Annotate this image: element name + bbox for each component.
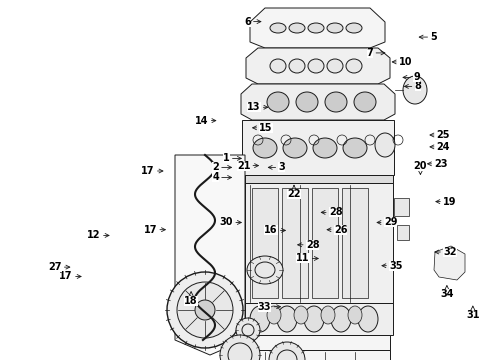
Polygon shape: [175, 155, 245, 355]
Text: 4: 4: [212, 172, 231, 183]
Polygon shape: [250, 8, 385, 48]
Text: 26: 26: [327, 225, 347, 235]
Ellipse shape: [267, 92, 289, 112]
Ellipse shape: [348, 306, 362, 324]
Text: 28: 28: [298, 240, 319, 250]
Bar: [248, 335, 390, 350]
Text: 14: 14: [195, 116, 216, 126]
Text: 24: 24: [430, 142, 450, 152]
Ellipse shape: [267, 306, 281, 324]
Bar: [245, 303, 393, 335]
Ellipse shape: [195, 300, 215, 320]
Text: 19: 19: [436, 197, 457, 207]
Ellipse shape: [270, 23, 286, 33]
Polygon shape: [246, 48, 390, 84]
Text: 2: 2: [212, 162, 231, 172]
Text: 5: 5: [419, 32, 437, 42]
Text: 7: 7: [367, 48, 385, 58]
Text: 1: 1: [223, 153, 241, 163]
Ellipse shape: [220, 335, 260, 360]
Ellipse shape: [236, 318, 260, 342]
Ellipse shape: [331, 306, 351, 332]
Ellipse shape: [346, 59, 362, 73]
Text: 30: 30: [220, 217, 241, 228]
Polygon shape: [434, 246, 465, 280]
Ellipse shape: [253, 138, 277, 158]
Bar: [245, 183, 393, 303]
Ellipse shape: [250, 306, 270, 332]
Bar: [312, 188, 338, 298]
Polygon shape: [241, 84, 395, 120]
Ellipse shape: [296, 92, 318, 112]
Text: 31: 31: [466, 306, 480, 320]
Text: 33: 33: [258, 302, 280, 312]
Text: 11: 11: [296, 253, 318, 264]
Ellipse shape: [270, 59, 286, 73]
Bar: [282, 188, 308, 298]
Ellipse shape: [247, 256, 283, 284]
Ellipse shape: [325, 92, 347, 112]
Ellipse shape: [321, 306, 335, 324]
Text: 20: 20: [414, 161, 427, 175]
Text: 27: 27: [48, 262, 70, 272]
Text: 3: 3: [269, 162, 285, 172]
Text: 35: 35: [382, 261, 403, 271]
Text: 25: 25: [430, 130, 450, 140]
Ellipse shape: [308, 23, 324, 33]
Text: 16: 16: [264, 225, 285, 235]
Text: 12: 12: [87, 230, 109, 240]
Bar: [242, 120, 394, 175]
Text: 32: 32: [435, 247, 457, 257]
Text: 21: 21: [237, 161, 258, 171]
Ellipse shape: [304, 306, 324, 332]
Ellipse shape: [269, 342, 305, 360]
Text: 28: 28: [321, 207, 343, 217]
Bar: [245, 175, 393, 183]
Ellipse shape: [313, 138, 337, 158]
Text: 17: 17: [144, 225, 165, 235]
Ellipse shape: [167, 272, 243, 348]
Ellipse shape: [327, 59, 343, 73]
Bar: [397, 225, 409, 240]
Text: 22: 22: [287, 185, 301, 199]
Bar: [394, 198, 409, 216]
Ellipse shape: [289, 23, 305, 33]
Ellipse shape: [343, 138, 367, 158]
Ellipse shape: [403, 76, 427, 104]
Text: 34: 34: [440, 285, 454, 300]
Ellipse shape: [308, 59, 324, 73]
Ellipse shape: [358, 306, 378, 332]
Text: 9: 9: [403, 72, 420, 82]
Text: 17: 17: [141, 166, 163, 176]
Text: 29: 29: [377, 217, 397, 228]
Text: 8: 8: [405, 81, 421, 91]
Text: 13: 13: [247, 102, 268, 112]
Bar: [342, 188, 368, 298]
Text: 10: 10: [392, 57, 413, 67]
Text: 6: 6: [244, 17, 261, 27]
Text: 17: 17: [59, 271, 81, 282]
Ellipse shape: [294, 306, 308, 324]
Text: 15: 15: [253, 123, 273, 133]
Bar: [252, 188, 278, 298]
Text: 18: 18: [184, 292, 198, 306]
Ellipse shape: [177, 282, 233, 338]
Ellipse shape: [346, 23, 362, 33]
Bar: [250, 350, 390, 360]
Ellipse shape: [289, 59, 305, 73]
Text: 23: 23: [428, 159, 448, 169]
Ellipse shape: [354, 92, 376, 112]
Ellipse shape: [327, 23, 343, 33]
Ellipse shape: [283, 138, 307, 158]
Ellipse shape: [277, 306, 297, 332]
Ellipse shape: [375, 133, 395, 157]
